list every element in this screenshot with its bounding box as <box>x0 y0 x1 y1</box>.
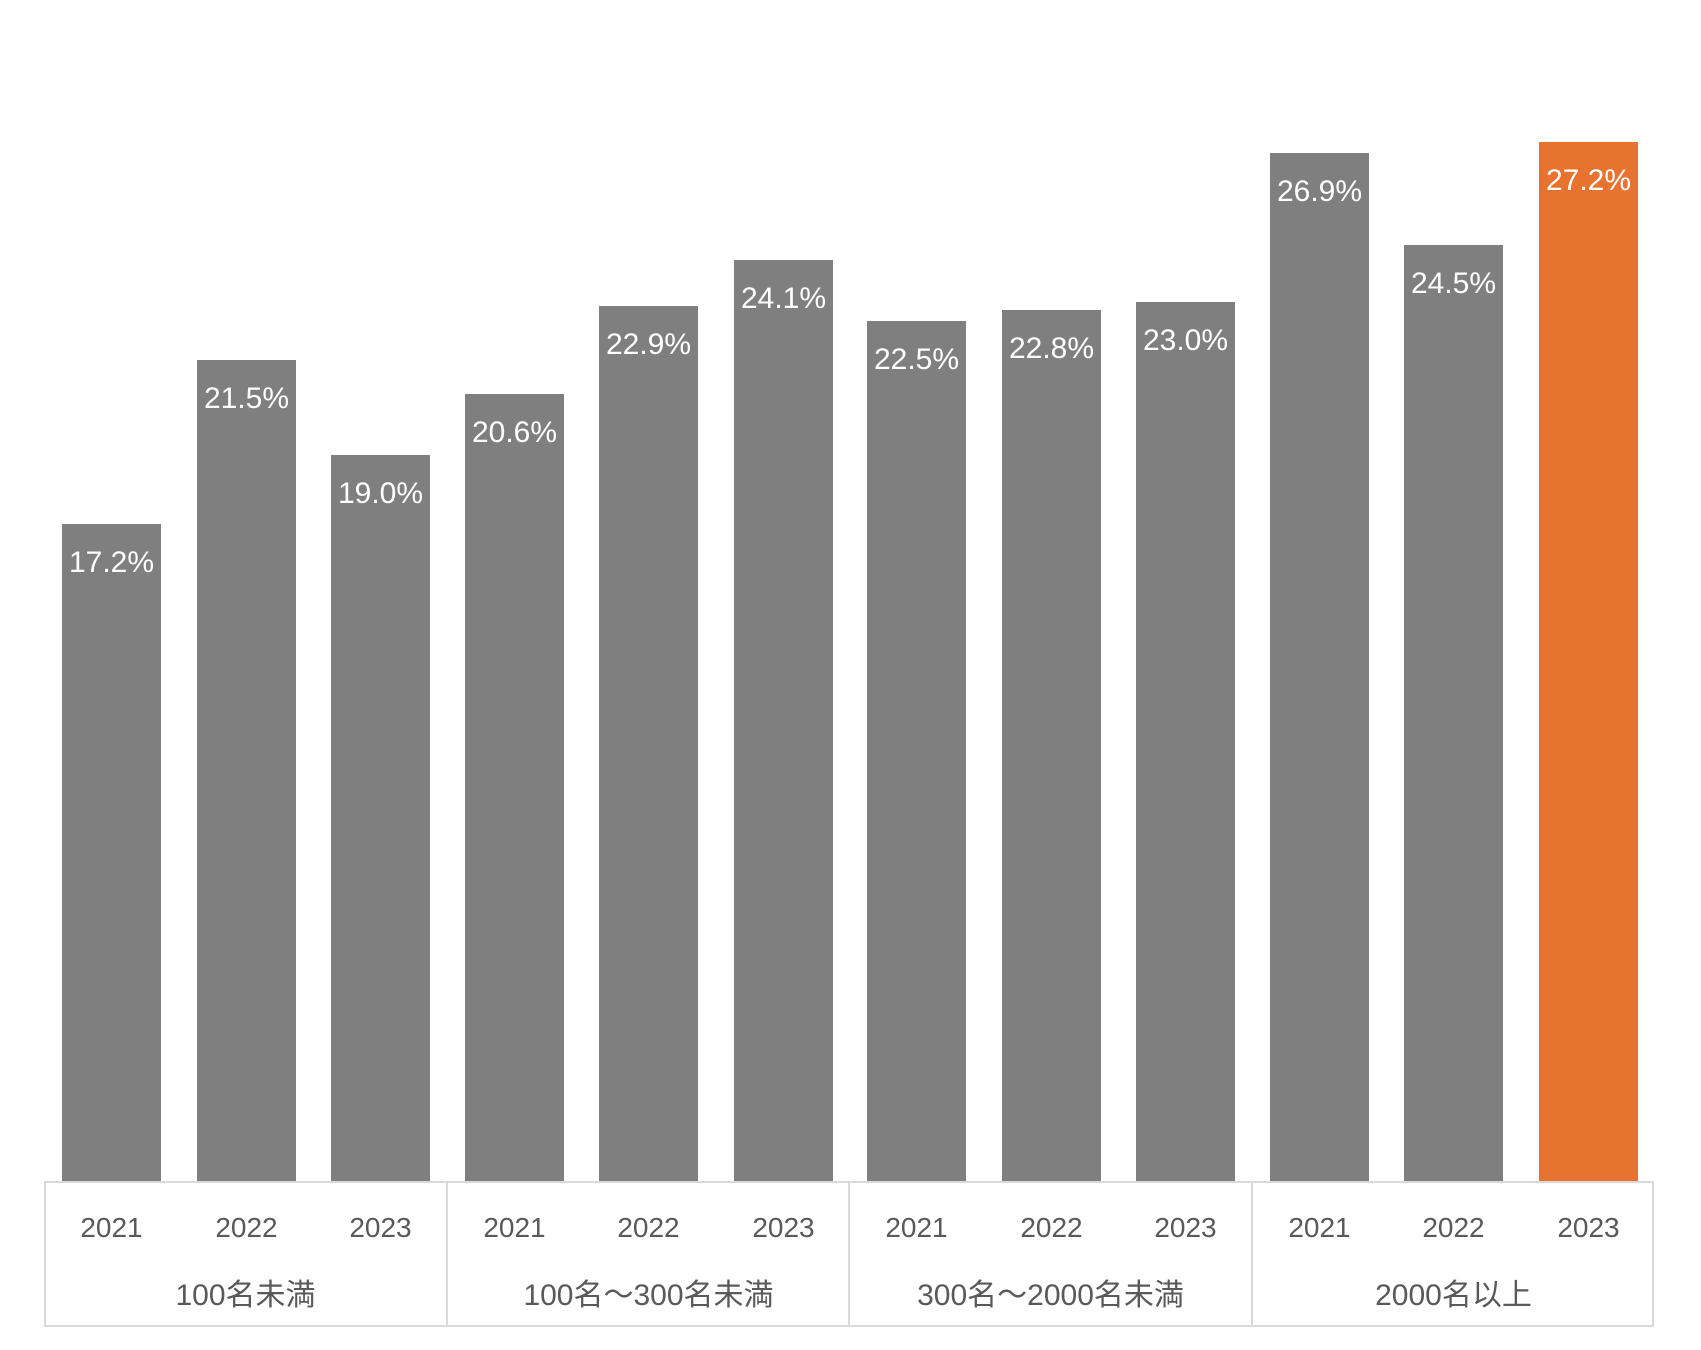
axis-group-divider <box>1250 1181 1253 1327</box>
axis-year-label: 2021 <box>1288 1212 1351 1243</box>
bar-2022-group1: 21.5% <box>197 360 296 1181</box>
bar-2021-group2: 20.6% <box>465 394 564 1181</box>
axis-year-label: 2023 <box>752 1212 815 1243</box>
axis-year-label: 2022 <box>1422 1212 1485 1243</box>
axis-group-divider <box>848 1181 850 1327</box>
axis-group-label: 300名〜2000名未満 <box>917 1279 1184 1312</box>
axis-group-label: 2000名以上 <box>1375 1279 1532 1312</box>
axis-year-label: 2022 <box>617 1212 680 1243</box>
bar-2021-group3: 22.5% <box>867 321 966 1181</box>
axis-group-divider <box>445 1181 448 1327</box>
bar-value-label: 27.2% <box>1545 164 1632 197</box>
axis-year-label: 2023 <box>1557 1212 1620 1243</box>
axis-group-label: 100名未満 <box>175 1279 316 1312</box>
bar-2022-group3: 22.8% <box>1002 310 1101 1181</box>
axis-year-label: 2021 <box>885 1212 948 1243</box>
bar-value-label: 22.5% <box>873 343 960 376</box>
axis-year-label: 2022 <box>1020 1212 1083 1243</box>
axis-group-label: 100名〜300名未満 <box>523 1279 774 1312</box>
bar-value-label: 26.9% <box>1276 175 1363 208</box>
axis-year-label: 2021 <box>80 1212 143 1243</box>
bar-value-label: 17.2% <box>68 546 155 579</box>
bar-value-label: 24.5% <box>1410 267 1497 300</box>
bar-2022-group2: 22.9% <box>599 306 698 1181</box>
bar-2021-group1: 17.2% <box>62 524 161 1181</box>
bar-2021-group4: 26.9% <box>1270 153 1369 1181</box>
bar-2022-group4: 24.5% <box>1404 245 1503 1181</box>
bar-2023-group1: 19.0% <box>331 455 430 1181</box>
axis-year-label: 2022 <box>215 1212 278 1243</box>
bar-value-label: 21.5% <box>203 382 290 415</box>
bar-value-label: 24.1% <box>740 282 827 315</box>
bar-value-label: 23.0% <box>1142 324 1229 357</box>
bar-value-label: 22.8% <box>1008 332 1095 365</box>
axis-year-label: 2021 <box>483 1212 546 1243</box>
highlighted-bar-2023-group4: 27.2% <box>1539 142 1638 1181</box>
bar-value-label: 20.6% <box>471 416 558 449</box>
bar-value-label: 19.0% <box>337 477 424 510</box>
bar-value-label: 22.9% <box>605 328 692 361</box>
axis-year-label: 2023 <box>1154 1212 1217 1243</box>
bar-2023-group3: 23.0% <box>1136 302 1235 1181</box>
bar-2023-group2: 24.1% <box>734 260 833 1181</box>
axis-year-label: 2023 <box>349 1212 412 1243</box>
